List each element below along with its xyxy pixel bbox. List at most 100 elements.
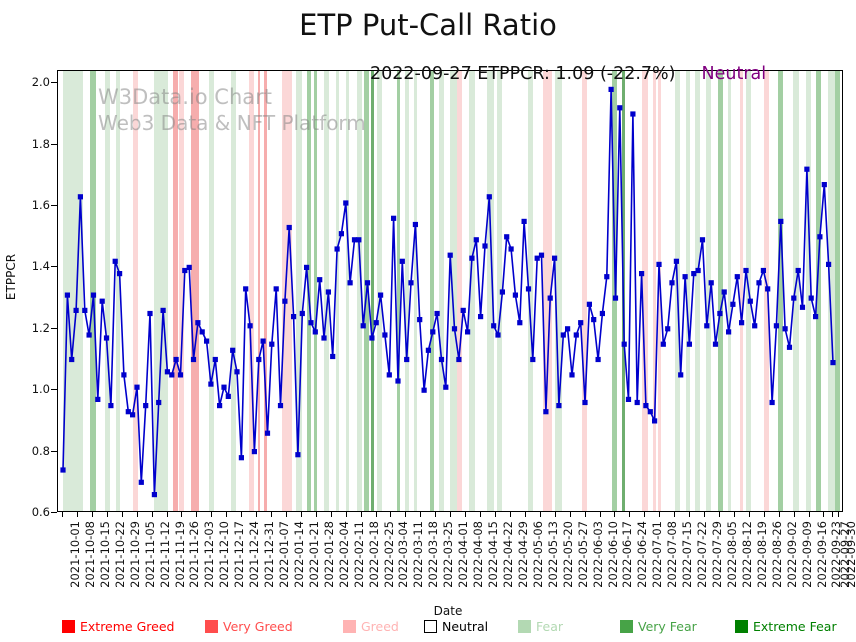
x-tick-label: 2022-08-26: [769, 521, 784, 588]
sentiment-band-very_fear: [430, 71, 434, 511]
x-tick-label: 2022-07-01: [650, 521, 665, 588]
x-tick-label: 2022-07-08: [665, 521, 680, 588]
x-tick-label: 2022-05-13: [545, 521, 560, 588]
x-tick-mark: [554, 512, 556, 517]
x-tick-mark: [584, 512, 586, 517]
x-tick-mark: [614, 512, 616, 517]
x-tick-mark: [76, 512, 78, 517]
legend-label: Extreme Greed: [80, 619, 175, 634]
legend-swatch: [343, 620, 356, 633]
x-tick-mark: [330, 512, 332, 517]
sentiment-band-very_greed: [257, 71, 261, 511]
latest-value-annotation: 2022-09-27 ETPPCR: 1.09 (-22.7%) Neutral: [370, 64, 766, 84]
x-tick-mark: [360, 512, 362, 517]
y-tick-mark: [51, 205, 57, 207]
y-tick-label: 1.4: [31, 259, 50, 274]
sentiment-band-fear: [438, 71, 444, 511]
x-tick-mark: [832, 512, 833, 517]
sentiment-band-fear: [728, 71, 732, 511]
y-tick-mark: [51, 143, 57, 145]
y-tick-label: 1.6: [31, 198, 50, 213]
sentiment-band-greed: [132, 71, 138, 511]
x-tick-mark: [778, 512, 780, 517]
x-tick-mark: [733, 512, 735, 517]
x-tick-mark: [390, 512, 392, 517]
sentiment-band-fear: [63, 71, 83, 511]
x-tick-label: 2022-02-11: [351, 521, 366, 588]
x-tick-mark: [271, 512, 273, 517]
sentiment-band-fear: [706, 71, 712, 511]
x-tick-mark: [509, 512, 511, 517]
x-tick-mark: [539, 512, 541, 517]
y-tick-mark: [51, 389, 57, 391]
sentiment-band-fear: [345, 71, 349, 511]
y-tick-label: 1.0: [31, 382, 50, 397]
legend-label: Fear: [536, 619, 563, 634]
y-tick-mark: [51, 512, 57, 513]
legend-item-extreme-fear: Extreme Fear: [735, 619, 837, 634]
sentiment-band-greed: [249, 71, 255, 511]
sentiment-band-fear: [694, 71, 700, 511]
x-tick-label: 2022-05-20: [560, 521, 575, 588]
annotation-text: 2022-09-27 ETPPCR: 1.09 (-22.7%): [370, 64, 676, 84]
x-tick-label: 2022-05-06: [530, 521, 545, 588]
x-tick-label: 2022-03-11: [411, 521, 426, 588]
x-tick-mark: [674, 512, 676, 517]
x-tick-label: 2022-08-05: [724, 521, 739, 588]
sentiment-band-greed: [543, 71, 552, 511]
legend-swatch: [735, 620, 748, 633]
x-tick-label: 2021-12-24: [247, 521, 262, 588]
x-tick-mark: [599, 512, 601, 517]
x-tick-label: 2022-04-01: [456, 521, 471, 588]
x-tick-label: 2022-09-27: [838, 521, 852, 588]
x-tick-mark: [793, 512, 795, 517]
x-tick-mark: [808, 512, 810, 517]
sentiment-band-fear: [104, 71, 110, 511]
legend-item-extreme-greed: Extreme Greed: [62, 619, 174, 634]
x-tick-mark: [315, 512, 317, 517]
x-tick-label: 2022-08-12: [739, 521, 754, 588]
legend-swatch: [518, 620, 531, 633]
x-tick-mark: [420, 512, 422, 517]
sentiment-band-very_fear: [816, 71, 822, 511]
x-tick-label: 2022-06-24: [635, 521, 650, 588]
sentiment-band-fear: [230, 71, 236, 511]
x-tick-mark: [823, 512, 825, 517]
x-tick-label: 2022-04-29: [515, 521, 530, 588]
x-tick-label: 2022-07-15: [680, 521, 695, 588]
x-tick-label: 2022-05-27: [575, 521, 590, 588]
y-tick-label: 1.8: [31, 136, 50, 151]
x-tick-label: 2022-07-29: [710, 521, 725, 588]
x-tick-mark: [136, 512, 138, 517]
y-axis-title: ETPPCR: [4, 253, 18, 301]
x-tick-label: 2022-04-15: [486, 521, 501, 588]
x-tick-mark: [345, 512, 347, 517]
x-tick-mark: [465, 512, 467, 517]
legend-item-fear: Fear: [518, 619, 563, 634]
x-tick-label: 2022-04-22: [500, 521, 515, 588]
sentiment-band-extreme_fear: [370, 71, 374, 511]
sentiment-band-fear: [555, 71, 562, 511]
x-tick-label: 2021-12-31: [262, 521, 277, 588]
x-tick-label: 2022-04-08: [471, 521, 486, 588]
x-tick-mark: [494, 512, 496, 517]
y-tick-mark: [51, 327, 57, 329]
x-tick-mark: [763, 512, 765, 517]
x-tick-label: 2022-01-21: [306, 521, 321, 588]
sentiment-band-very_fear: [777, 71, 783, 511]
x-tick-mark: [450, 512, 452, 517]
x-tick-mark: [524, 512, 526, 517]
x-tick-mark: [629, 512, 631, 517]
legend-label: Very Greed: [223, 619, 293, 634]
sentiment-band-greed: [179, 71, 185, 511]
sentiment-band-fear: [686, 71, 690, 511]
x-tick-label: 2022-06-17: [620, 521, 635, 588]
x-tick-mark: [300, 512, 302, 517]
x-tick-mark: [375, 512, 377, 517]
legend-swatch: [620, 620, 633, 633]
x-tick-mark: [748, 512, 750, 517]
y-tick-label: 0.6: [31, 505, 50, 519]
sentiment-band-greed: [739, 71, 743, 511]
x-tick-label: 2021-11-26: [187, 521, 202, 588]
legend-item-greed: Greed: [343, 619, 399, 634]
